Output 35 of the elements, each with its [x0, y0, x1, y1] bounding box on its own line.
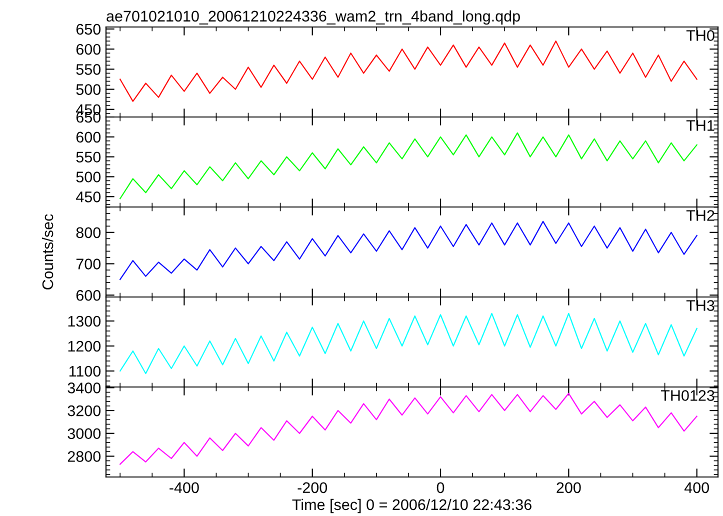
- y-tick-label: 600: [76, 132, 101, 143]
- y-tick-label: 3400: [68, 382, 101, 394]
- y-tick-label: 500: [76, 172, 101, 182]
- y-tick-label: 600: [76, 290, 101, 301]
- line-series: [120, 312, 698, 374]
- x-tick-label: -200: [298, 482, 328, 494]
- y-tick-label: 550: [76, 152, 101, 163]
- series-label: TH0: [686, 30, 714, 41]
- x-tick-label: 400: [684, 482, 709, 494]
- x-tick-label: 0: [436, 482, 444, 494]
- x-axis-title: Time [sec] 0 = 2006/12/10 22:43:36: [292, 498, 532, 514]
- series-label: TH0123: [660, 390, 714, 401]
- y-tick-label: 550: [76, 64, 101, 75]
- line-series: [120, 220, 698, 280]
- y-tick-label: 700: [76, 258, 101, 270]
- y-tick-label: 1300: [68, 316, 101, 327]
- y-tick-label: 3000: [68, 428, 101, 440]
- y-tick-label: 1100: [69, 366, 101, 377]
- line-series: [120, 132, 698, 200]
- y-axis-title: Counts/sec: [42, 214, 54, 290]
- x-tick-label: 200: [556, 482, 581, 494]
- y-tick-label: 450: [76, 192, 101, 202]
- series-label: TH1: [686, 120, 714, 131]
- y-tick-label: 600: [76, 44, 101, 55]
- x-tick-label: -400: [170, 482, 199, 494]
- series-label: TH2: [686, 210, 714, 221]
- y-tick-label: 650: [76, 24, 101, 35]
- series-label: TH3: [686, 300, 714, 311]
- chart-title: ae701021010_20061210224336_wam2_trn_4band_long.qdp: [106, 10, 520, 25]
- y-tick-label: 3200: [68, 405, 101, 416]
- line-series: [120, 40, 698, 102]
- y-tick-label: 500: [76, 84, 101, 95]
- y-tick-label: 800: [76, 227, 101, 238]
- y-tick-label: 2800: [68, 451, 101, 462]
- y-tick-label: 1200: [68, 340, 101, 352]
